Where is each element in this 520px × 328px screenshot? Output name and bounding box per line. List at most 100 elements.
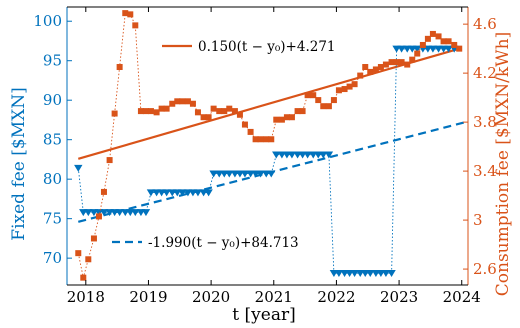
x-tick-label: 2023 (380, 288, 418, 306)
consumption-fee-point (325, 103, 332, 110)
consumption-fee-point (294, 108, 301, 115)
fixed-fee-point (162, 189, 171, 197)
consumption-fee-point (335, 87, 342, 94)
consumption-fee-point (440, 38, 447, 45)
consumption-fee-point (341, 86, 348, 93)
x-tick-label: 2022 (317, 288, 355, 306)
right-y-tick-label: 2.6 (473, 260, 497, 278)
series-consumption (75, 10, 463, 281)
consumption-fee-point (404, 61, 411, 68)
consumption-fee-point (377, 64, 384, 71)
fixed-fee-point (272, 151, 281, 159)
consumption-fee-point (362, 64, 369, 71)
fixed-fee-point (115, 209, 124, 217)
right-y-axis-title: Consumption fee [$MXN/kWh] (493, 32, 513, 296)
left-y-axis-title: Fixed fee [$MXN] (9, 87, 29, 240)
consumption-fee-point (288, 114, 295, 121)
consumption-fee-point (299, 108, 306, 115)
consumption-fee-point (106, 157, 113, 164)
consumption-fee-point (414, 50, 421, 57)
consumption-fee-point (247, 128, 254, 135)
consumption-fee-point (429, 30, 436, 37)
consumption-fee-point (122, 10, 129, 17)
consumption-fee-point (85, 256, 92, 263)
consumption-fee-point (200, 114, 207, 121)
consumption-fee-point (372, 66, 379, 73)
consumption-fee-point (100, 188, 107, 195)
fixed-fee-point (131, 209, 140, 217)
x-tick-label: 2020 (192, 288, 230, 306)
fixed-fee-point (225, 170, 234, 178)
consumption-fee-point (419, 41, 426, 48)
fixed-fee-point (141, 209, 151, 217)
consumption-fee-point (398, 59, 405, 66)
consumption-fee-point (388, 59, 395, 66)
consumption-fee-point (456, 45, 463, 52)
consumption-fee-point (205, 114, 212, 121)
x-tick-label: 2024 (443, 288, 481, 306)
consumption-fee-point (315, 97, 322, 104)
fixed-fee-point (256, 170, 265, 178)
fixed-fee-point (413, 45, 422, 53)
consumption-fee-point (252, 136, 259, 143)
consumption-fee-point (273, 116, 280, 123)
fixed-fee-point (324, 151, 334, 159)
consumption-fee-point (137, 108, 144, 115)
consumption-fee-point (163, 105, 170, 112)
consumption-fee-point (236, 111, 243, 118)
x-axis-title: t [year] (232, 305, 295, 325)
consumption-fee-point (367, 68, 374, 75)
consumption-fee-point (268, 136, 275, 143)
fixed-fee-point (287, 151, 297, 159)
consumption-fee-point (210, 105, 217, 112)
consumption-fee-point (174, 98, 181, 105)
left-y-tick-label: 100 (33, 12, 62, 30)
consumption-fee-point (75, 250, 82, 257)
consumption-fee-point (409, 56, 416, 63)
consumption-fee-point (194, 109, 201, 116)
consumption-fee-point (241, 121, 248, 128)
consumption-fee-point (304, 92, 311, 99)
fixed-fee-point (444, 45, 453, 53)
consumption-fee-point (393, 59, 400, 66)
consumption-fee-point (445, 38, 452, 45)
right-y-tick-label: 3.8 (473, 113, 497, 131)
fixed-fee-point (387, 269, 396, 277)
consumption-fee-point (346, 83, 353, 90)
fixed-fee-point (319, 151, 328, 159)
right-y-tick-label: 3.4 (473, 162, 497, 180)
consumption-fee-point (221, 108, 228, 115)
consumption-fee-point (116, 64, 123, 71)
fixed-fee-point (209, 170, 218, 178)
fit-lines (77, 47, 469, 223)
consumption-fee-point (382, 61, 389, 68)
left-y-tick-label: 80 (43, 170, 62, 188)
fit-line-consumption (77, 47, 460, 160)
fixed-fee-point (178, 189, 187, 197)
consumption-fee-point (283, 114, 290, 121)
right-y-tick-label: 3 (473, 211, 483, 229)
consumption-fee-point (357, 72, 364, 79)
fixed-fee-point (146, 189, 156, 197)
consumption-fee-point (231, 108, 238, 115)
x-tick-label: 2018 (67, 288, 105, 306)
axes: 2018 2019 2020 2021 2022 2023 2024 70 75 80 85 90 95… (33, 6, 497, 306)
fixed-fee-point (397, 45, 406, 53)
consumption-fee-point (132, 22, 139, 29)
consumption-fee-point (257, 136, 264, 143)
consumption-fee-point (111, 110, 118, 117)
left-y-tick-label: 70 (43, 249, 62, 267)
consumption-fee-point (95, 213, 102, 220)
consumption-fee-point (263, 136, 270, 143)
consumption-fee-point (90, 235, 97, 242)
fixed-fee-point (303, 151, 312, 159)
consumption-fee-point (424, 35, 431, 42)
consumption-fee-point (158, 105, 165, 112)
fixed-fee-point (99, 209, 109, 217)
consumption-fee-point (226, 105, 233, 112)
legend-consumption-fit-label: 0.150(t − y₀)+4.271 (198, 39, 336, 55)
x-tick-label: 2019 (129, 288, 167, 306)
fixed-fee-point (381, 269, 391, 277)
